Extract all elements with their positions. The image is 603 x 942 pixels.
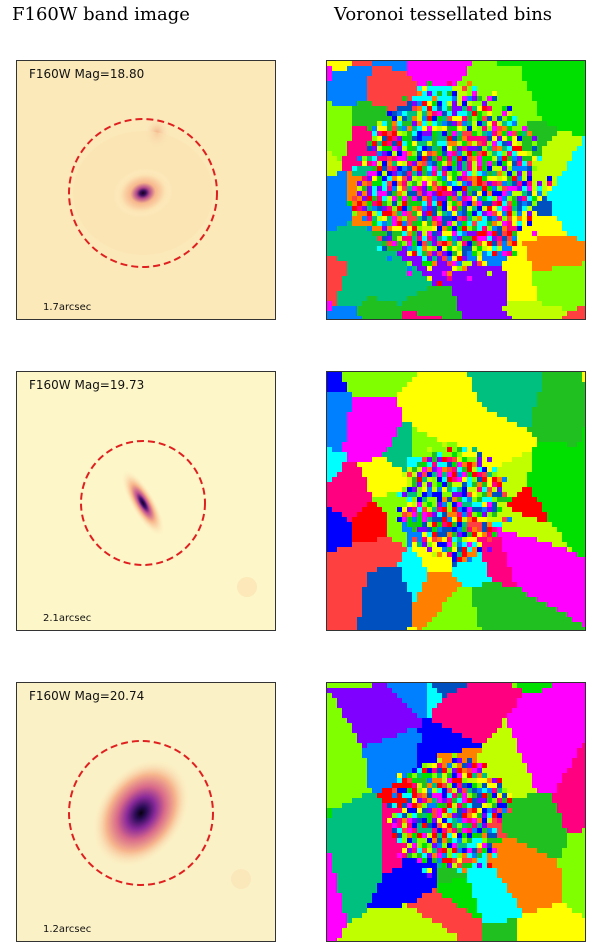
aperture-circle xyxy=(80,440,206,566)
f160w-image-panel-3: F160W Mag=20.74 1.2arcsec xyxy=(16,682,276,942)
magnitude-label: F160W Mag=18.80 xyxy=(29,67,145,81)
scale-label: 1.7arcsec xyxy=(43,302,92,313)
scale-label: 1.2arcsec xyxy=(43,924,92,935)
voronoi-panel-1 xyxy=(326,60,586,320)
right-column-title: Voronoi tessellated bins xyxy=(334,4,553,25)
voronoi-bins-1 xyxy=(327,61,585,319)
voronoi-bins-2 xyxy=(327,372,585,630)
magnitude-label: F160W Mag=19.73 xyxy=(29,378,145,392)
galaxy-image-3 xyxy=(17,683,275,941)
galaxy-image-2 xyxy=(17,372,275,630)
aperture-circle xyxy=(68,118,218,268)
f160w-image-panel-2: F160W Mag=19.73 2.1arcsec xyxy=(16,371,276,631)
magnitude-label: F160W Mag=20.74 xyxy=(29,689,145,703)
voronoi-panel-2 xyxy=(326,371,586,631)
voronoi-panel-3 xyxy=(326,682,586,942)
aperture-circle xyxy=(68,740,214,886)
scale-label: 2.1arcsec xyxy=(43,613,92,624)
galaxy-image-1 xyxy=(17,61,275,319)
left-column-title: F160W band image xyxy=(12,4,190,25)
f160w-image-panel-1: F160W Mag=18.80 1.7arcsec xyxy=(16,60,276,320)
voronoi-bins-3 xyxy=(327,683,585,941)
